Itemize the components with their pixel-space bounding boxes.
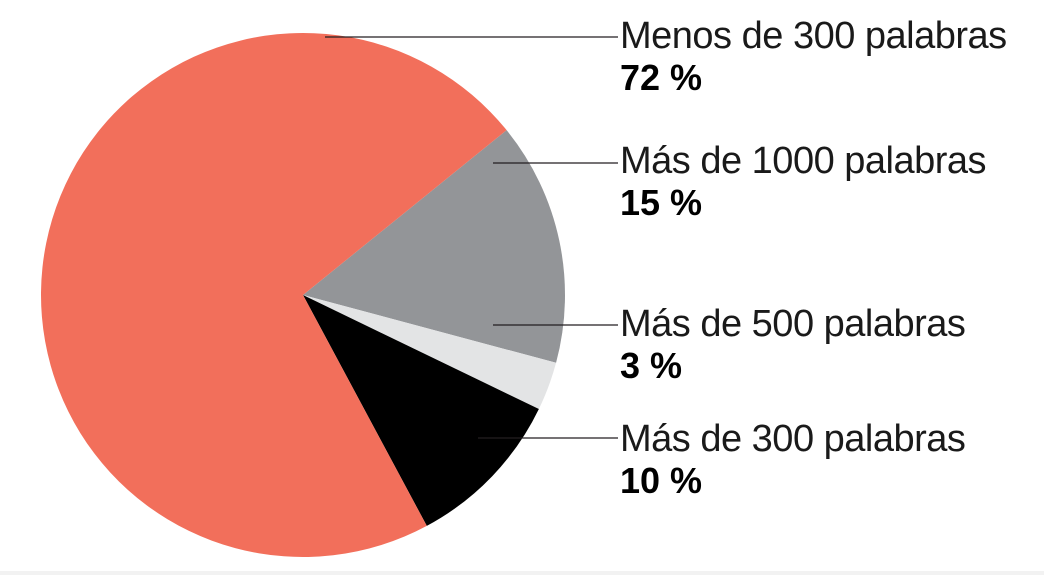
slice-name: Más de 300 palabras [620,418,966,460]
slice-name: Más de 1000 palabras [620,140,987,182]
pie-slice-3 [303,295,539,526]
slice-name: Menos de 300 palabras [620,15,1007,57]
slice-name: Más de 500 palabras [620,303,966,345]
slice-value: 3 % [620,345,683,386]
pie-slice-0 [40,33,507,558]
slice-value: 72 % [620,57,703,98]
slice-label-mas-de-1000: Más de 1000 palabras 15 % [620,140,987,224]
pie-slice-2 [303,295,557,410]
slice-label-mas-de-500: Más de 500 palabras 3 % [620,303,966,387]
pie-slice-1 [303,130,565,363]
bottom-divider [0,571,1044,575]
slice-label-mas-de-300: Más de 300 palabras 10 % [620,418,966,502]
pie-slices [40,33,565,558]
callout-lines [325,36,618,439]
slice-label-menos-de-300: Menos de 300 palabras 72 % [620,15,1007,99]
slice-value: 15 % [620,182,703,223]
slice-value: 10 % [620,460,703,501]
